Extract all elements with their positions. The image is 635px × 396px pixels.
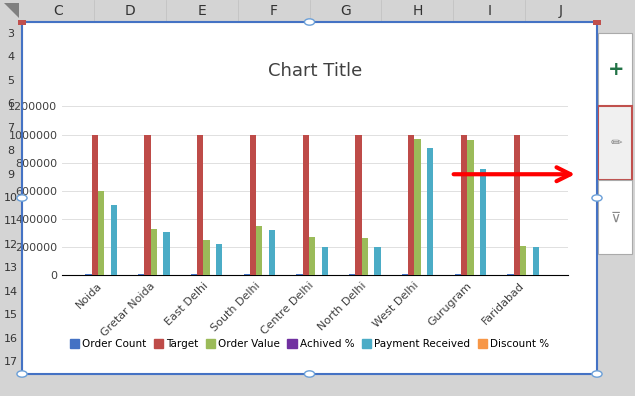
Text: 4: 4 (8, 52, 15, 62)
Bar (321, 247, 328, 276)
Bar (520, 246, 526, 276)
Text: Chart Title: Chart Title (268, 62, 363, 80)
Text: ✏: ✏ (610, 137, 622, 150)
Bar (474, 275, 480, 276)
FancyBboxPatch shape (598, 32, 632, 107)
Text: C: C (53, 4, 63, 18)
Text: 17: 17 (4, 357, 18, 367)
Bar (328, 275, 334, 276)
Text: E: E (197, 4, 206, 18)
Text: 15: 15 (4, 310, 18, 320)
Polygon shape (4, 3, 18, 17)
Bar (480, 169, 486, 276)
Bar (138, 274, 144, 276)
Bar (150, 229, 157, 276)
Bar (349, 274, 356, 276)
Text: D: D (124, 4, 135, 18)
Bar (197, 135, 203, 276)
Bar (455, 274, 461, 276)
FancyBboxPatch shape (598, 181, 632, 254)
Bar (262, 275, 269, 276)
Bar (269, 230, 275, 276)
Text: 11: 11 (4, 217, 18, 227)
Text: J: J (559, 4, 563, 18)
Text: 8: 8 (8, 146, 15, 156)
Bar (356, 135, 362, 276)
Bar (402, 274, 408, 276)
Bar (514, 135, 520, 276)
Bar (507, 274, 514, 276)
Bar (85, 274, 91, 276)
Text: G: G (340, 4, 351, 18)
Bar (303, 135, 309, 276)
Bar (375, 247, 380, 276)
FancyBboxPatch shape (598, 107, 632, 181)
Bar (368, 275, 375, 276)
Bar (117, 275, 123, 276)
Bar (110, 205, 117, 276)
Bar (250, 135, 256, 276)
Text: I: I (487, 4, 491, 18)
Bar (256, 226, 262, 276)
Bar (362, 238, 368, 276)
Text: ⊽: ⊽ (611, 210, 621, 225)
Bar (91, 135, 98, 276)
Bar (210, 275, 216, 276)
Bar (222, 275, 229, 276)
Bar (190, 274, 197, 276)
Bar (243, 274, 250, 276)
Bar (539, 275, 545, 276)
Bar (408, 135, 415, 276)
Bar (526, 275, 533, 276)
Legend: Order Count, Target, Order Value, Achived %, Payment Received, Discount %: Order Count, Target, Order Value, Achive… (65, 335, 554, 353)
Bar (157, 275, 163, 276)
Bar (533, 247, 539, 276)
Text: 16: 16 (4, 334, 18, 344)
Text: F: F (270, 4, 277, 18)
Bar (434, 275, 440, 276)
Bar (104, 275, 110, 276)
Bar (315, 275, 321, 276)
Bar (216, 244, 222, 276)
Bar (203, 240, 210, 276)
Bar (98, 191, 104, 276)
Text: 14: 14 (4, 287, 18, 297)
Bar (427, 148, 434, 276)
Text: 6: 6 (8, 99, 15, 109)
Bar (467, 140, 474, 276)
Text: H: H (412, 4, 422, 18)
Bar (297, 274, 303, 276)
Text: 12: 12 (4, 240, 18, 250)
Bar (421, 275, 427, 276)
Bar (163, 232, 170, 276)
Bar (461, 135, 467, 276)
Text: +: + (608, 60, 624, 79)
Text: 13: 13 (4, 263, 18, 273)
Bar (309, 238, 315, 276)
Text: 10: 10 (4, 193, 18, 203)
Text: 3: 3 (8, 29, 15, 39)
Text: 5: 5 (8, 76, 15, 86)
Text: 9: 9 (8, 169, 15, 179)
Text: 7: 7 (8, 123, 15, 133)
Bar (415, 139, 421, 276)
Bar (144, 135, 150, 276)
